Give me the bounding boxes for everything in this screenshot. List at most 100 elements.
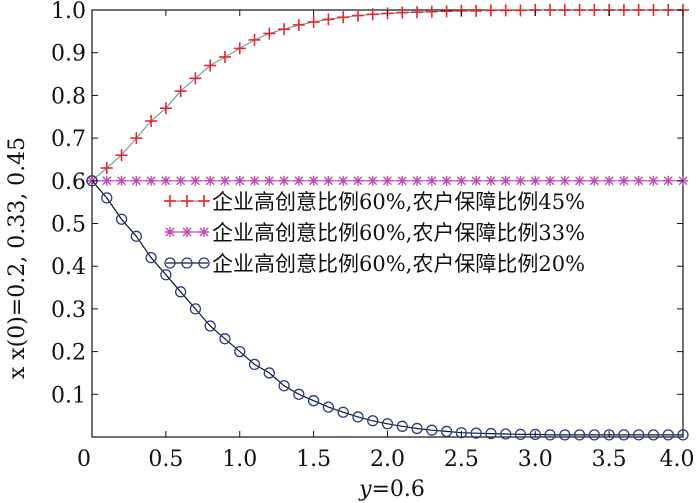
data-point	[249, 175, 260, 186]
legend-marker	[198, 195, 210, 207]
star-d2	[501, 176, 511, 186]
data-point	[338, 175, 349, 186]
x-tick-label: 1.5	[296, 447, 331, 472]
data-point	[189, 72, 202, 85]
legend-marker	[165, 227, 175, 237]
data-point	[425, 5, 438, 18]
data-point	[544, 4, 557, 16]
data-point	[293, 388, 305, 400]
data-point	[174, 85, 187, 98]
x-tick-label: 3.5	[592, 447, 627, 472]
data-point	[101, 175, 112, 186]
data-point	[116, 175, 127, 186]
data-point	[514, 428, 527, 441]
series-2	[87, 175, 688, 186]
star-d2	[165, 227, 175, 237]
data-point	[499, 4, 512, 17]
star-d2	[309, 176, 319, 186]
legend-marker	[181, 195, 193, 207]
legend-item-3: 企业高创意比例60%,农户保障比例20%	[164, 252, 585, 276]
data-point	[440, 425, 453, 438]
data-point	[500, 175, 511, 186]
x-tick-label: 1.0	[222, 447, 257, 472]
data-point	[100, 161, 113, 174]
x-tick-label: 4.0	[660, 447, 695, 472]
star-d2	[102, 176, 112, 186]
star-d2	[471, 176, 481, 186]
data-point	[604, 175, 615, 186]
star-d2	[560, 176, 570, 186]
data-point	[677, 429, 689, 441]
data-point	[219, 175, 230, 186]
data-point	[441, 175, 452, 186]
data-point	[396, 6, 409, 19]
data-point	[130, 132, 143, 145]
data-point	[484, 4, 497, 17]
data-point	[648, 175, 659, 186]
legend-marker	[199, 227, 209, 237]
data-point	[292, 18, 305, 31]
star-d2	[235, 176, 245, 186]
data-point	[381, 418, 394, 430]
star-d2	[427, 176, 437, 186]
data-point	[367, 175, 378, 186]
data-point	[411, 422, 423, 435]
y-axis-title: x x(0)=0.2, 0.33, 0.45	[5, 137, 30, 379]
star-d2	[199, 227, 209, 237]
data-point	[278, 380, 290, 392]
x-tick-label: 0.5	[148, 447, 183, 472]
data-point	[632, 4, 645, 16]
star-d2	[205, 176, 215, 186]
data-point	[337, 406, 349, 418]
data-point	[455, 427, 468, 439]
star-d2	[190, 176, 200, 186]
data-point	[514, 4, 527, 17]
data-point	[307, 15, 320, 28]
data-point	[234, 175, 245, 186]
star-d2	[442, 176, 452, 186]
data-point	[234, 345, 246, 358]
y-tick-label: 0.2	[51, 341, 86, 366]
data-point	[470, 4, 483, 17]
x-tick-label: 3.0	[518, 447, 553, 472]
star-d2	[530, 176, 540, 186]
data-point	[588, 429, 600, 441]
data-point	[159, 102, 172, 115]
y-tick-label: 0.9	[51, 42, 86, 67]
star-d2	[663, 176, 673, 186]
star-d2	[353, 176, 363, 186]
data-point	[146, 175, 157, 186]
data-point	[589, 175, 600, 186]
data-point	[189, 303, 202, 315]
data-point	[647, 4, 660, 16]
data-point	[278, 23, 291, 36]
data-point	[574, 175, 585, 186]
data-point	[352, 175, 363, 186]
star-d2	[619, 176, 629, 186]
data-point	[618, 175, 629, 186]
data-point	[559, 429, 571, 441]
series-3	[86, 175, 689, 441]
star-d2	[131, 176, 141, 186]
star-d2	[146, 176, 156, 186]
star-d2	[486, 176, 496, 186]
x-tick-label: 2.5	[444, 447, 479, 472]
star-d2	[456, 176, 466, 186]
data-point	[145, 115, 158, 128]
data-point	[115, 149, 128, 162]
data-point	[307, 395, 320, 407]
star-d2	[294, 176, 304, 186]
data-point	[367, 415, 379, 427]
star-d2	[279, 176, 289, 186]
ticks-layer: 0 0.5 1.0 1.5 2.0 2.5 3.0 3.5 4.0 0.1 0.2 0.3 0.4 0.5…	[51, 0, 695, 472]
data-point	[544, 429, 556, 441]
data-point	[366, 8, 379, 21]
data-point	[293, 175, 304, 186]
data-point	[145, 252, 157, 264]
data-point	[426, 424, 438, 436]
data-point	[573, 429, 586, 441]
data-point	[130, 230, 142, 242]
data-point	[263, 367, 275, 379]
data-point	[530, 175, 541, 186]
